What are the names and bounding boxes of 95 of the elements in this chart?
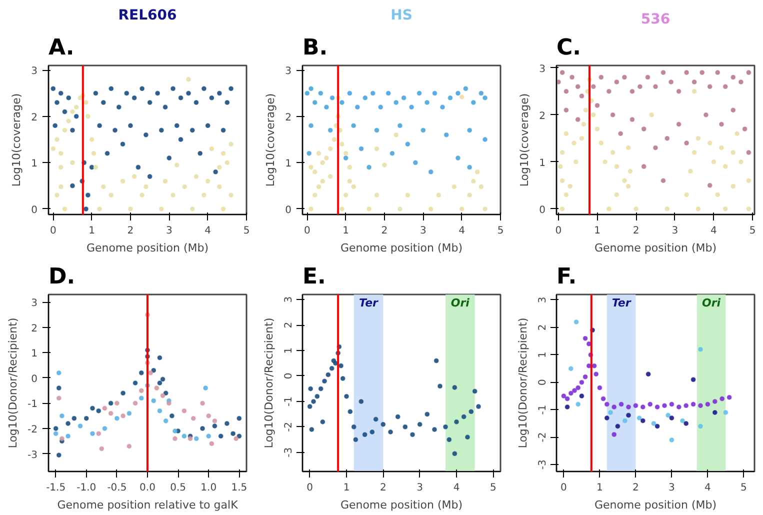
x-tick-label: 2 (381, 226, 388, 236)
y-tick-label: 0 (31, 204, 38, 216)
x-tick-label: -1.5 (46, 482, 66, 494)
y-tick-label: -2 (538, 432, 548, 442)
x-tick-label: 5 (749, 226, 756, 236)
x-tick-label: 1 (594, 226, 600, 236)
x-tick-label: 5 (243, 226, 250, 236)
y-tick-label: 2 (31, 112, 38, 124)
x-tick-label: 5 (740, 482, 747, 494)
x-axis-title: Genome position (Mb) (86, 242, 209, 254)
y-axis-title: Log10(coverage) (264, 93, 278, 187)
text: C. (556, 36, 582, 60)
y-tick-label: 3 (539, 64, 546, 75)
y-tick-label: 0 (284, 372, 294, 380)
x-tick-label: 0.0 (140, 482, 156, 494)
y-axis-title: Log10(Donor/Recipient) (262, 318, 276, 448)
text: E. (302, 264, 326, 290)
x-tick-label: 4 (458, 226, 466, 236)
y-tick-label: 3 (31, 298, 38, 310)
x-tick-label: -0.5 (107, 482, 127, 494)
x-tick-label: 4 (204, 226, 212, 236)
x-tick-label: 4 (710, 226, 717, 236)
x-tick-label: 3 (166, 226, 172, 236)
text: D. (48, 264, 76, 290)
x-tick-label: -1.0 (76, 482, 96, 494)
x-axis-title: Genome position (Mb) (594, 242, 717, 254)
y-tick-label: 3 (31, 66, 38, 78)
band-label: Ter (359, 296, 379, 310)
x-axis-title: Genome position (Mb) (340, 242, 463, 254)
y-axis-title: Log10(Donor/Recipient) (6, 318, 20, 448)
y-tick-label: -2 (284, 422, 294, 432)
x-tick-label: 1.5 (231, 482, 248, 494)
x-tick-label: 2 (127, 226, 134, 236)
x-tick-label: 2 (632, 226, 640, 236)
x-tick-label: 0 (555, 226, 562, 236)
x-tick-label: 3 (672, 226, 678, 236)
x-tick-label: 2 (380, 482, 386, 494)
x-tick-label: 1 (596, 482, 603, 494)
y-tick-label: 1 (31, 348, 38, 360)
y-axis-title: Log10(coverage) (518, 93, 532, 187)
y-tick-label: -1 (538, 404, 548, 415)
y-tick-label: 3 (538, 296, 548, 304)
x-tick-label: 0 (304, 226, 310, 236)
y-tick-label: 0 (538, 379, 548, 386)
chart-title: 536 (640, 12, 670, 28)
y-tick-label: 0 (31, 374, 38, 385)
y-tick-label: 2 (285, 112, 292, 124)
x-tick-label: 5 (497, 226, 504, 236)
y-tick-label: 1 (539, 158, 546, 169)
chart-title: REL606 (118, 8, 177, 24)
x-axis-title: Genome position (Mb) (340, 498, 463, 512)
band-label: Ter (612, 296, 632, 310)
x-tick-label: 3 (416, 482, 424, 494)
x-tick-label: 4 (453, 482, 460, 494)
x-tick-label: 3 (420, 226, 426, 236)
y-tick-label: 1 (284, 347, 294, 354)
x-tick-label: 1 (343, 482, 350, 494)
y-axis-title: Log10(coverage) (10, 93, 24, 187)
x-tick-label: 0.5 (170, 482, 186, 494)
text: B. (302, 36, 328, 60)
x-tick-label: 3 (668, 482, 675, 494)
chart-title: HS (390, 8, 412, 24)
y-tick-label: 3 (285, 66, 292, 78)
y-tick-label: -3 (538, 460, 548, 470)
y-tick-label: -1 (284, 396, 294, 406)
x-tick-label: 0 (560, 482, 567, 494)
text: A. (48, 36, 74, 60)
y-tick-label: -2 (28, 424, 38, 436)
x-axis-title: Genome position (Mb) (594, 498, 717, 512)
x-axis-title: Genome position relative to galK (57, 498, 239, 512)
x-tick-label: 1 (342, 226, 350, 236)
x-tick-label: 4 (704, 482, 711, 494)
band-label: Ori (702, 296, 721, 310)
y-tick-label: 1 (31, 158, 38, 170)
y-tick-label: 2 (284, 322, 294, 328)
x-tick-label: 0 (306, 482, 314, 494)
text: F. (556, 264, 577, 290)
x-tick-label: 5 (490, 482, 496, 494)
y-tick-label: 2 (538, 324, 548, 331)
y-tick-label: -3 (284, 447, 294, 458)
y-tick-label: -1 (28, 399, 38, 410)
y-axis-title: Log10(Donor/Recipient) (516, 318, 530, 448)
x-tick-label: 1 (88, 226, 96, 236)
x-tick-label: 2 (632, 482, 639, 494)
x-tick-label: 1.0 (200, 482, 217, 494)
x-tick-label: 0 (50, 226, 56, 236)
y-tick-label: 3 (284, 296, 294, 303)
y-tick-label: -3 (28, 450, 38, 461)
y-tick-label: 1 (538, 352, 548, 358)
y-tick-label: 2 (539, 110, 546, 122)
band-label: Ori (450, 296, 470, 310)
y-tick-label: 1 (285, 158, 292, 170)
y-tick-label: 2 (31, 323, 38, 334)
y-tick-label: 0 (285, 204, 292, 216)
y-tick-label: 0 (539, 204, 546, 216)
